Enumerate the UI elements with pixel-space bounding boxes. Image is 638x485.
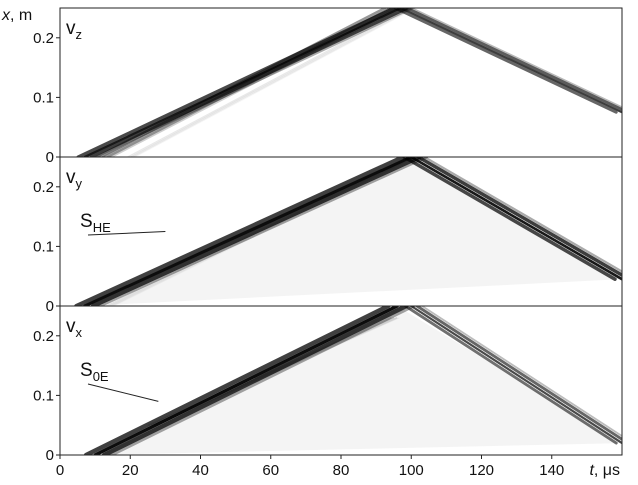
wave-front-band	[129, 8, 412, 157]
y-tick-label: 0.1	[33, 89, 54, 106]
panel-label-main: v	[66, 316, 76, 337]
annotation-sub: 0E	[93, 369, 109, 384]
wave-front-band	[101, 306, 409, 455]
wave-front-band	[110, 306, 416, 455]
wave-front-band	[83, 157, 413, 306]
wave-front-band	[153, 317, 398, 426]
wave-front-band	[405, 8, 622, 112]
annotation-label: S0E	[80, 360, 109, 384]
panel-0	[60, 8, 622, 157]
wave-front-band	[108, 157, 412, 306]
x-axis-unit: , μs	[594, 462, 620, 479]
wave-front-band	[132, 8, 415, 157]
x-tick-label: 0	[56, 462, 64, 479]
x-axis-var: t	[589, 462, 594, 479]
panel-2	[60, 306, 622, 455]
wave-front-band	[156, 317, 400, 426]
wave-front-band	[404, 306, 618, 445]
interference-region	[95, 306, 622, 455]
wave-front-band	[89, 8, 409, 157]
wave-front-band	[93, 306, 399, 455]
wave-front-band	[111, 157, 415, 306]
annotation-main: S	[80, 360, 93, 381]
y-axis-label: x, m	[1, 7, 32, 24]
interference-region	[84, 157, 622, 306]
y-tick-label: 0.2	[33, 328, 54, 345]
wave-front-band	[83, 8, 402, 157]
wave-front-band	[421, 306, 622, 438]
annotation-main: S	[80, 211, 93, 232]
wave-front-band	[410, 8, 622, 109]
x-tick-label: 100	[399, 462, 424, 479]
wave-front-band	[410, 306, 622, 445]
y-tick-label: 0.2	[33, 30, 54, 47]
wave-front-band	[409, 157, 622, 281]
wave-front-band	[101, 8, 392, 157]
x-tick-label: 60	[262, 462, 279, 479]
wave-front-band	[399, 8, 622, 114]
x-tick-label: 40	[192, 462, 209, 479]
x-tick-label: 20	[122, 462, 139, 479]
wave-front-band	[98, 157, 429, 306]
panel-label-main: v	[66, 18, 76, 39]
x-tick-label: 140	[539, 462, 564, 479]
y-tick-label: 0	[46, 149, 54, 166]
wave-front-band	[393, 8, 618, 114]
wave-front-band	[134, 8, 417, 157]
y-tick-label: 0	[46, 298, 54, 315]
panel-label-sub: z	[76, 27, 83, 42]
annotation-sub: HE	[93, 220, 111, 235]
panel-label-main: v	[66, 167, 76, 188]
wave-front-band	[83, 306, 391, 455]
y-axis-unit: , m	[10, 7, 32, 24]
annotation-leader	[87, 231, 166, 236]
wave-front-band	[127, 8, 410, 157]
wave-front-band	[110, 8, 401, 157]
wave-front-band	[423, 157, 622, 273]
y-tick-label: 0	[46, 447, 54, 464]
panel-label-sub: y	[76, 176, 83, 191]
wave-front-band	[105, 157, 410, 306]
x-tick-label: 120	[469, 462, 494, 479]
wave-front-band	[74, 157, 406, 306]
y-tick-label: 0.2	[33, 179, 54, 196]
wave-front-band	[150, 317, 395, 426]
y-tick-label: 0.1	[33, 238, 54, 255]
wave-front-band	[415, 306, 622, 442]
wave-front-band	[95, 8, 387, 157]
wave-front-band	[416, 157, 622, 278]
wave-front-band	[402, 157, 617, 281]
wave-front-band	[90, 157, 422, 306]
panel-label: vz	[66, 18, 82, 42]
x-axis-label: t, μs	[589, 462, 620, 479]
panel-label: vy	[66, 167, 83, 191]
x-tick-label: 80	[333, 462, 350, 479]
panel-1	[60, 157, 622, 306]
annotation-leader	[87, 383, 159, 402]
wave-front-band	[105, 8, 397, 157]
wave-front-band	[147, 317, 392, 426]
panel-label: vx	[66, 316, 83, 340]
annotation-label: SHE	[80, 211, 111, 235]
y-tick-label: 0.1	[33, 387, 54, 404]
panel-label-sub: x	[76, 325, 83, 340]
y-axis-var: x	[1, 7, 11, 24]
